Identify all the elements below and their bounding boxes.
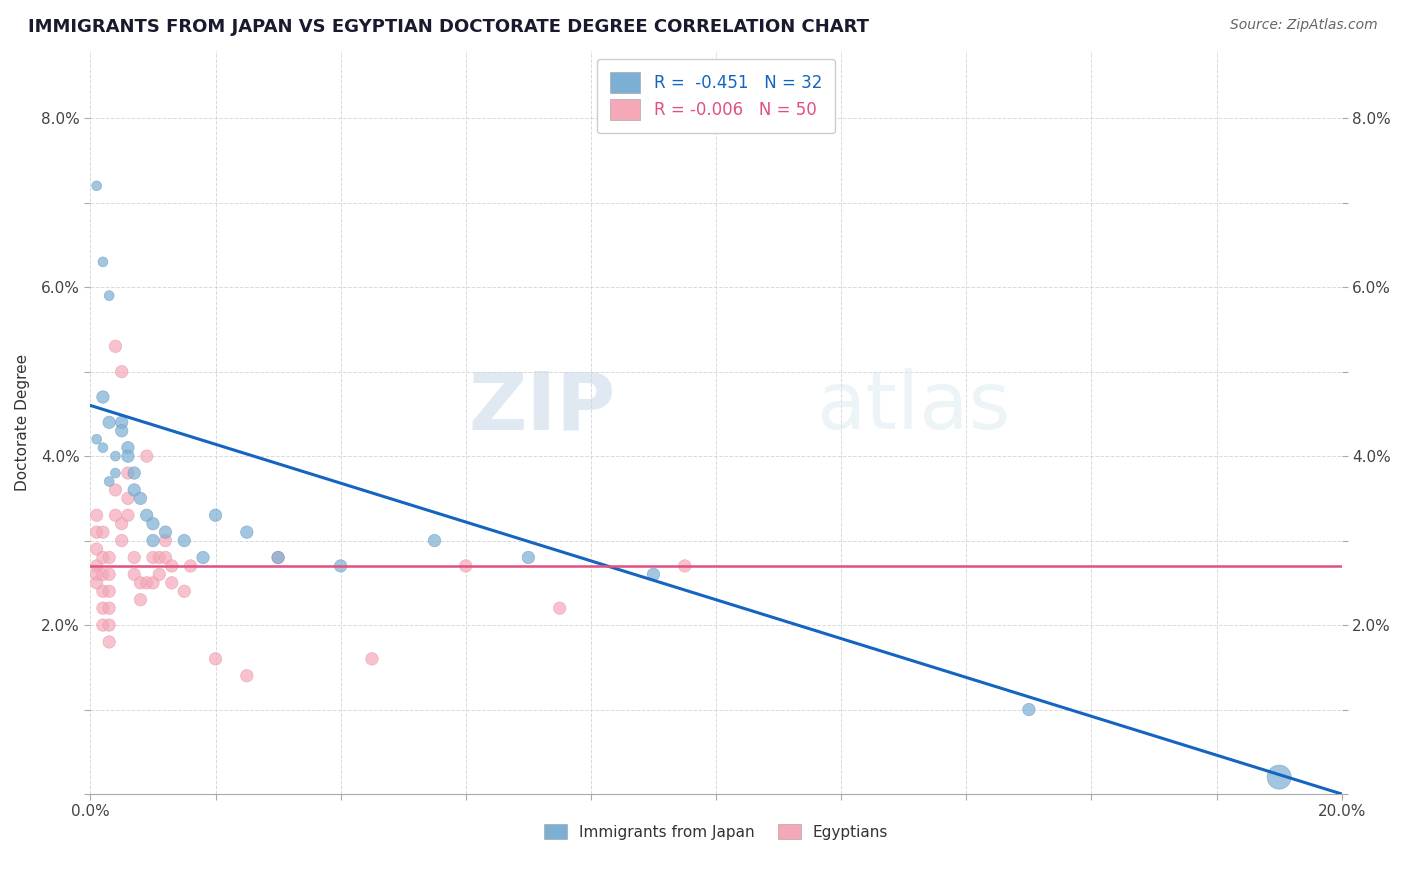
Point <box>155 550 177 565</box>
Point <box>86 575 108 590</box>
Point <box>117 449 139 463</box>
Text: atlas: atlas <box>815 368 1011 447</box>
Point <box>517 550 540 565</box>
Point <box>423 533 446 548</box>
Point <box>98 475 121 489</box>
Point <box>104 508 127 523</box>
Point <box>142 575 165 590</box>
Point <box>86 508 108 523</box>
Point <box>111 533 134 548</box>
Point <box>135 575 157 590</box>
Point <box>267 550 290 565</box>
Point <box>91 584 114 599</box>
Point <box>155 533 177 548</box>
Point <box>142 533 165 548</box>
Point <box>173 533 195 548</box>
Point <box>91 525 114 540</box>
Point <box>122 567 145 582</box>
Point <box>122 550 145 565</box>
Point <box>361 652 384 666</box>
Point <box>111 516 134 531</box>
Point <box>86 567 108 582</box>
Point <box>98 584 121 599</box>
Point <box>204 508 226 523</box>
Point <box>111 365 134 379</box>
Point <box>129 491 152 506</box>
Point <box>129 575 152 590</box>
Point <box>454 558 477 573</box>
Point <box>673 558 696 573</box>
Text: IMMIGRANTS FROM JAPAN VS EGYPTIAN DOCTORATE DEGREE CORRELATION CHART: IMMIGRANTS FROM JAPAN VS EGYPTIAN DOCTOR… <box>28 18 869 36</box>
Point <box>98 550 121 565</box>
Point <box>91 390 114 404</box>
Point <box>148 567 170 582</box>
Point <box>91 618 114 632</box>
Point <box>104 449 127 463</box>
Point <box>98 288 121 302</box>
Point <box>160 558 183 573</box>
Point <box>236 669 259 683</box>
Point <box>148 550 170 565</box>
Point <box>98 601 121 615</box>
Text: ZIP: ZIP <box>468 368 616 447</box>
Point <box>1268 770 1291 784</box>
Point <box>91 567 114 582</box>
Point <box>117 491 139 506</box>
Point <box>91 550 114 565</box>
Point <box>142 516 165 531</box>
Point <box>104 339 127 353</box>
Point <box>117 508 139 523</box>
Point <box>267 550 290 565</box>
Point <box>236 525 259 540</box>
Point <box>98 635 121 649</box>
Point <box>104 483 127 497</box>
Point <box>135 508 157 523</box>
Point <box>179 558 201 573</box>
Point <box>155 525 177 540</box>
Point <box>86 558 108 573</box>
Point <box>98 618 121 632</box>
Point <box>117 441 139 455</box>
Point <box>111 415 134 429</box>
Text: Source: ZipAtlas.com: Source: ZipAtlas.com <box>1230 18 1378 32</box>
Point <box>122 466 145 480</box>
Point <box>111 424 134 438</box>
Point <box>160 575 183 590</box>
Point <box>86 525 108 540</box>
Point <box>98 415 121 429</box>
Legend: Immigrants from Japan, Egyptians: Immigrants from Japan, Egyptians <box>538 818 894 846</box>
Point <box>204 652 226 666</box>
Point <box>643 567 665 582</box>
Point <box>129 592 152 607</box>
Point <box>548 601 571 615</box>
Point <box>142 550 165 565</box>
Point <box>91 601 114 615</box>
Point <box>191 550 214 565</box>
Point <box>173 584 195 599</box>
Point <box>91 255 114 269</box>
Point <box>104 466 127 480</box>
Point <box>117 466 139 480</box>
Point <box>135 449 157 463</box>
Point <box>86 432 108 446</box>
Point <box>98 567 121 582</box>
Point <box>91 441 114 455</box>
Point <box>86 542 108 557</box>
Y-axis label: Doctorate Degree: Doctorate Degree <box>15 354 30 491</box>
Point <box>122 483 145 497</box>
Point <box>86 178 108 193</box>
Point <box>329 558 352 573</box>
Point <box>1018 702 1040 716</box>
